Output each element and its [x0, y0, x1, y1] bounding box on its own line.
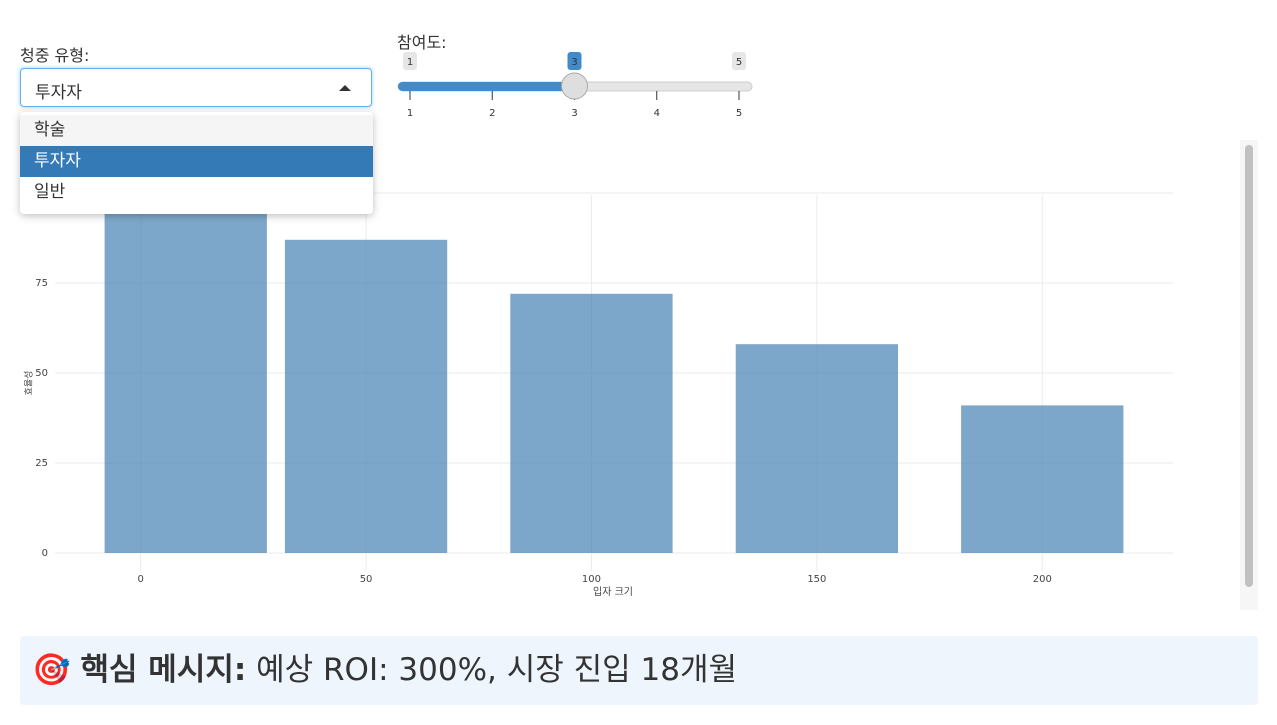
message-text: 예상 ROI: 300%, 시장 진입 18개월	[256, 652, 738, 688]
scroll-thumb[interactable]	[1245, 145, 1253, 587]
slider-tick-label: 1	[407, 108, 413, 119]
chart: 입자 크기 효율성 0255075100050100150200	[24, 188, 1173, 598]
option[interactable]: 투자자	[20, 146, 373, 177]
slider-tick-label: 5	[736, 108, 742, 119]
message-box: 🎯 핵심 메시지: 예상 ROI: 300%, 시장 진입 18개월	[20, 636, 1258, 705]
slider-bubble	[567, 52, 582, 70]
y-axis-title: 효율성	[24, 371, 35, 396]
slider[interactable]: 1 2 3 4 5 1 5 3	[390, 50, 760, 125]
message-heading: 핵심 메시지:	[80, 652, 247, 688]
x-tick-label: 100	[582, 574, 601, 585]
selected-value: 투자자	[35, 83, 82, 103]
slider-bubble	[403, 52, 417, 70]
caret	[339, 85, 351, 91]
slider-bubble-label: 3	[571, 57, 577, 68]
bar	[284, 239, 448, 554]
select-label: 청중 유형:	[20, 46, 90, 65]
bar	[104, 193, 267, 553]
slider-bubble	[732, 52, 746, 70]
x-tick-label: 50	[360, 574, 373, 585]
slider-bubble-label: 1	[407, 57, 413, 68]
x-tick-label: 150	[807, 574, 826, 585]
slider-tick-label: 4	[654, 108, 660, 119]
x-tick-label: 200	[1033, 574, 1052, 585]
audience-select[interactable]: 투자자	[20, 68, 372, 107]
icon: 🎯	[32, 652, 71, 688]
x-tick-label: 0	[137, 574, 143, 585]
slider-label: 참여도:	[397, 33, 447, 52]
option[interactable]: 학술	[20, 115, 373, 146]
bar	[510, 293, 673, 553]
x-axis-title: 입자 크기	[593, 585, 633, 598]
y-tick-label: 25	[35, 458, 48, 469]
bar	[961, 405, 1124, 553]
dropdown-menu: 학술 투자자 일반	[20, 112, 373, 214]
y-tick-label: 50	[35, 368, 48, 379]
y-tick-label: 75	[35, 278, 48, 289]
bar	[735, 344, 899, 553]
slider-bubble-label: 5	[736, 57, 742, 68]
scrollbar[interactable]	[1240, 140, 1258, 610]
slider-fill	[398, 82, 575, 91]
slider-tick-label: 2	[489, 108, 495, 119]
slider-tick-label: 3	[571, 108, 577, 119]
option[interactable]: 일반	[34, 182, 66, 202]
y-tick-label: 0	[42, 548, 48, 559]
slider-handle	[561, 72, 588, 100]
